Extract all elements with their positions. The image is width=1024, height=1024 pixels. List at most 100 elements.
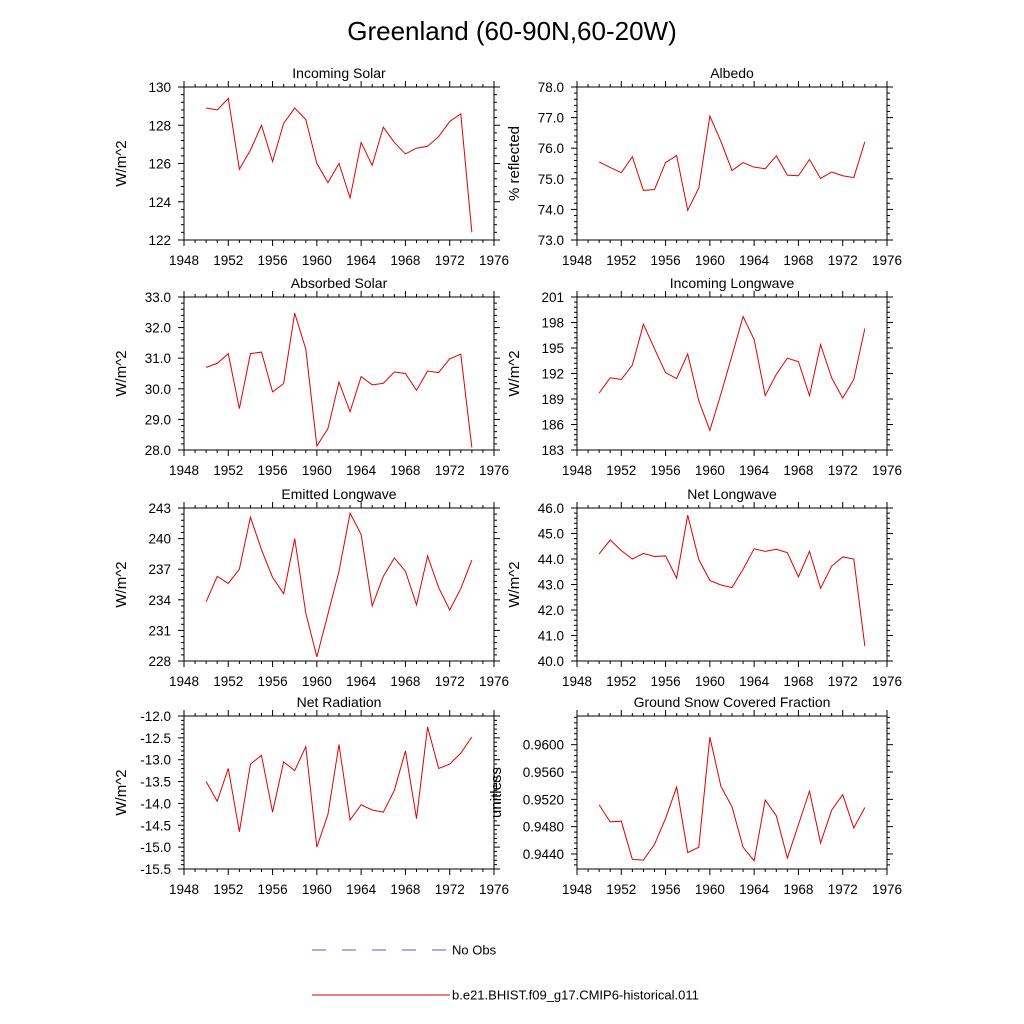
y-tick-label: 45.0 <box>538 527 564 542</box>
x-tick-label: 1960 <box>695 674 725 689</box>
x-tick-label: 1948 <box>169 253 199 268</box>
x-tick-label: 1972 <box>435 463 465 478</box>
y-tick-label: 126 <box>148 157 171 172</box>
plot-frame <box>576 296 888 451</box>
x-tick-label: 1972 <box>435 253 465 268</box>
x-tick-label: 1956 <box>258 253 288 268</box>
y-tick-label: 41.0 <box>538 629 564 644</box>
x-tick-label: 1952 <box>213 463 243 478</box>
x-tick-label: 1964 <box>739 463 770 478</box>
y-tick-label: 44.0 <box>538 552 564 567</box>
figure-title: Greenland (60-90N,60-20W) <box>347 16 677 46</box>
x-tick-label: 1948 <box>169 882 199 897</box>
x-tick-label: 1968 <box>390 882 420 897</box>
y-tick-label: 192 <box>541 367 564 382</box>
x-tick-label: 1948 <box>562 882 592 897</box>
series-line <box>598 737 866 862</box>
x-tick-label: 1972 <box>828 882 858 897</box>
y-tick-label: -12.0 <box>140 709 171 724</box>
y-tick-label: 0.9440 <box>523 847 564 862</box>
y-tick-label: 243 <box>148 501 171 516</box>
series-line <box>205 726 473 848</box>
x-tick-label: 1960 <box>302 463 332 478</box>
panel-title: Net Radiation <box>297 694 382 710</box>
y-tick-label: 0.9520 <box>523 792 564 807</box>
x-tick-label: 1964 <box>739 253 770 268</box>
panel-title: Ground Snow Covered Fraction <box>634 694 831 710</box>
panel-net-radiation: Net Radiation 1948 1952 1956 1960 1964 1968 197… <box>113 694 509 897</box>
panel-title: Emitted Longwave <box>281 486 396 502</box>
x-tick-label: 1956 <box>258 674 288 689</box>
y-tick-label: 240 <box>148 532 171 547</box>
y-axis-label: W/m^2 <box>113 140 130 186</box>
y-tick-label: 40.0 <box>538 654 564 669</box>
series-line <box>598 515 866 647</box>
x-tick-label: 1976 <box>479 674 509 689</box>
y-tick-label: 42.0 <box>538 603 564 618</box>
y-tick-label: 128 <box>148 118 171 133</box>
x-tick-label: 1948 <box>169 674 199 689</box>
x-tick-label: 1960 <box>695 882 725 897</box>
plot-frame <box>183 507 495 662</box>
y-tick-label: -13.5 <box>140 775 171 790</box>
x-tick-label: 1964 <box>346 674 377 689</box>
x-tick-label: 1948 <box>562 463 592 478</box>
y-tick-label: 29.0 <box>145 412 171 427</box>
y-tick-label: 201 <box>541 290 564 305</box>
plot-frame <box>183 296 495 451</box>
plot-frame <box>576 507 888 662</box>
panel-ground-snow-covered-fraction: Ground Snow Covered Fraction 1948 1952 1956… <box>488 694 902 897</box>
y-tick-label: 28.0 <box>145 443 171 458</box>
x-tick-label: 1972 <box>435 882 465 897</box>
y-tick-label: 43.0 <box>538 578 564 593</box>
x-tick-label: 1964 <box>346 463 377 478</box>
x-tick-label: 1948 <box>562 253 592 268</box>
panels: Incoming Solar 1948 1952 1956 1960 1964 1968 19… <box>113 65 902 897</box>
y-tick-label: 76.0 <box>538 141 564 156</box>
panel-title: Albedo <box>710 65 754 81</box>
y-tick-label: 195 <box>541 341 564 356</box>
y-tick-label: 74.0 <box>538 202 564 217</box>
panel-emitted-longwave: Emitted Longwave 1948 1952 1956 1960 1964 1968… <box>113 486 509 689</box>
series-line <box>206 97 473 233</box>
x-tick-label: 1960 <box>302 674 332 689</box>
series-line <box>598 315 866 433</box>
y-axis-label: W/m^2 <box>113 350 130 396</box>
x-tick-label: 1956 <box>258 463 288 478</box>
x-tick-label: 1964 <box>739 882 770 897</box>
panel-title: Absorbed Solar <box>291 275 388 291</box>
legend-label-no-obs: No Obs <box>452 943 497 958</box>
legend: No Obs b.e21.BHIST.f09_g17.CMIP6-histori… <box>312 943 699 1003</box>
x-tick-label: 1964 <box>346 882 377 897</box>
x-tick-label: 1976 <box>872 253 902 268</box>
y-tick-label: 46.0 <box>538 501 564 516</box>
x-tick-label: 1976 <box>872 882 902 897</box>
panel-incoming-solar: Incoming Solar 1948 1952 1956 1960 1964 1968 19… <box>113 65 509 268</box>
y-tick-label: 237 <box>148 562 171 577</box>
x-tick-label: 1960 <box>695 253 725 268</box>
x-tick-label: 1976 <box>479 463 509 478</box>
panel-title: Net Longwave <box>687 486 777 502</box>
panel-net-longwave: Net Longwave 1948 1952 1956 1960 1964 1968 1972… <box>506 486 902 689</box>
y-tick-label: 0.9560 <box>523 765 564 780</box>
y-tick-label: 186 <box>541 418 564 433</box>
x-tick-label: 1968 <box>783 674 813 689</box>
x-tick-label: 1956 <box>651 463 681 478</box>
y-tick-label: 183 <box>541 443 564 458</box>
series-line <box>598 114 866 212</box>
legend-label-model: b.e21.BHIST.f09_g17.CMIP6-historical.011 <box>452 988 699 1003</box>
y-tick-label: 75.0 <box>538 172 564 187</box>
x-tick-label: 1972 <box>828 674 858 689</box>
y-tick-label: -12.5 <box>140 731 171 746</box>
x-tick-label: 1968 <box>390 674 420 689</box>
y-tick-label: 0.9480 <box>523 820 564 835</box>
y-tick-label: 33.0 <box>145 290 171 305</box>
x-tick-label: 1956 <box>258 882 288 897</box>
x-tick-label: 1960 <box>302 882 332 897</box>
x-tick-label: 1964 <box>739 674 770 689</box>
x-tick-label: 1952 <box>606 674 636 689</box>
y-tick-label: 231 <box>148 623 171 638</box>
x-tick-label: 1968 <box>783 253 813 268</box>
x-tick-label: 1964 <box>346 253 377 268</box>
